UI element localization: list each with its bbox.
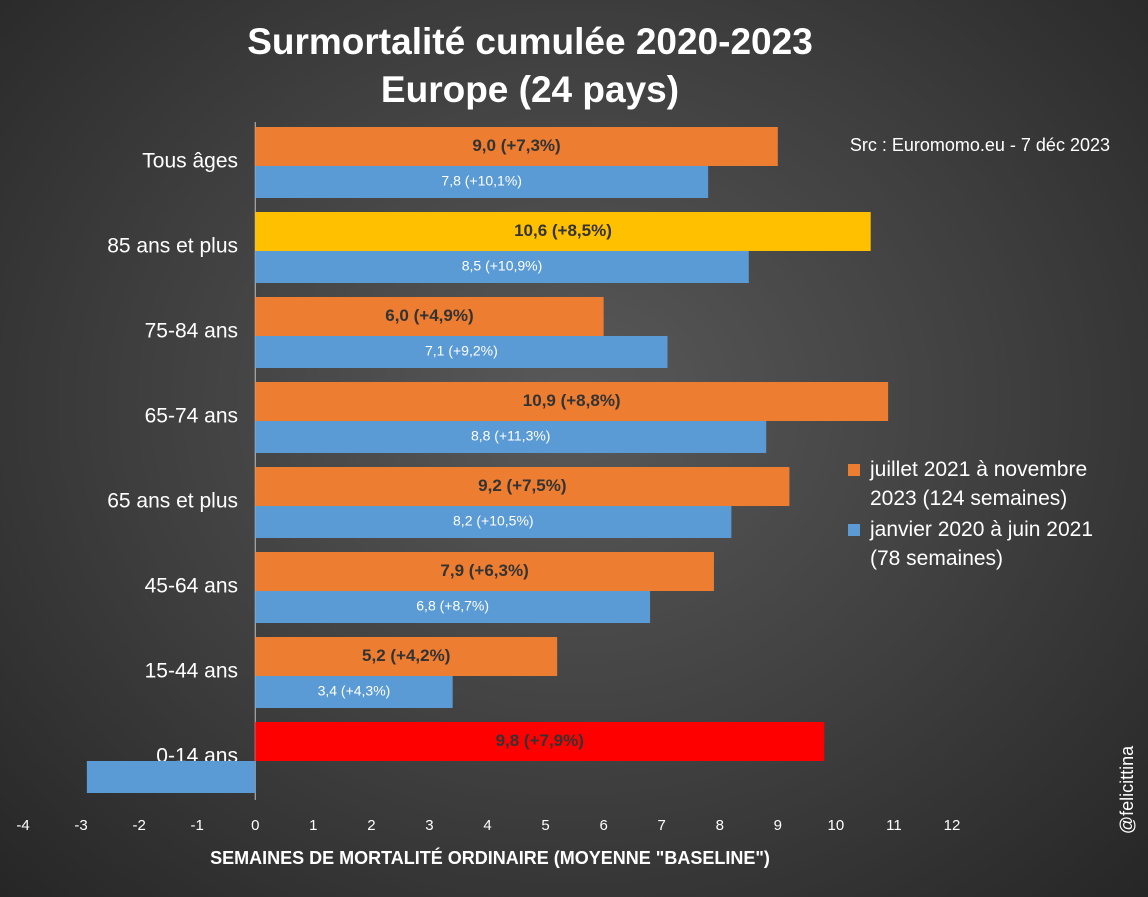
x-tick-label: 10 [828, 817, 845, 834]
value-label: 6,8 (+8,7%) [416, 598, 489, 614]
y-tick-label: 15-44 ans [145, 660, 238, 683]
bar [255, 467, 790, 506]
legend: juillet 2021 à novembre 2023 (124 semain… [848, 455, 1118, 575]
bar [255, 336, 668, 368]
value-label: 8,8 (+11,3%) [471, 428, 551, 444]
legend-label: janvier 2020 à juin 2021 (78 semaines) [870, 518, 1094, 570]
bar [255, 591, 651, 623]
value-label: 10,9 (+8,8%) [523, 391, 621, 410]
bar [255, 421, 767, 453]
value-label: 7,1 (+9,2%) [425, 343, 498, 359]
value-label: 10,6 (+8,5%) [514, 221, 612, 240]
bar [255, 212, 871, 251]
value-label: 9,8 (+7,9%) [496, 731, 584, 750]
x-tick-label: 3 [425, 817, 433, 834]
bar [255, 676, 453, 708]
value-label: 5,2 (+4,2%) [362, 646, 450, 665]
x-tick-label: 0 [251, 817, 259, 834]
x-tick-label: 8 [716, 817, 724, 834]
x-tick-label: 2 [367, 817, 375, 834]
x-tick-label: 12 [944, 817, 961, 834]
x-tick-label: 9 [774, 817, 782, 834]
y-tick-label: Tous âges [142, 150, 238, 173]
bar [255, 297, 604, 336]
x-tick-label: -2 [132, 817, 145, 834]
y-tick-label: 75-84 ans [145, 320, 238, 343]
chart-title: Europe (24 pays) [381, 69, 679, 110]
x-tick-label: 1 [309, 817, 317, 834]
value-label: 3,4 (+4,3%) [318, 683, 391, 699]
y-tick-label: 85 ans et plus [107, 235, 238, 258]
legend-label: juillet 2021 à novembre 2023 (124 semain… [870, 458, 1088, 510]
x-tick-label: -1 [191, 817, 204, 834]
bar [255, 127, 778, 166]
value-label: 7,8 (+10,1%) [441, 173, 522, 189]
chart-title: Surmortalité cumulée 2020-2023 [247, 21, 813, 62]
x-tick-label: 6 [599, 817, 607, 834]
bar [255, 166, 709, 198]
x-tick-label: 11 [886, 817, 902, 834]
value-label: 6,0 (+4,9%) [385, 306, 473, 325]
bar [255, 637, 558, 676]
value-label: 9,2 (+7,5%) [478, 476, 566, 495]
legend-item: juillet 2021 à novembre 2023 (124 semain… [848, 455, 1118, 513]
y-tick-label: 45-64 ans [145, 575, 238, 598]
legend-swatch [848, 524, 860, 536]
bar [255, 251, 749, 283]
bar [255, 506, 732, 538]
x-axis-label: SEMAINES DE MORTALITÉ ORDINAIRE (MOYENNE… [210, 847, 770, 868]
legend-item: janvier 2020 à juin 2021 (78 semaines) [848, 515, 1118, 573]
y-tick-label: 65 ans et plus [107, 490, 238, 513]
bar [86, 761, 256, 793]
bar [255, 552, 714, 591]
value-label: 7,9 (+6,3%) [440, 561, 528, 580]
y-tick-label: 65-74 ans [145, 405, 238, 428]
value-label: 9,0 (+7,3%) [472, 136, 560, 155]
legend-swatch [848, 464, 860, 476]
bar [255, 722, 825, 761]
x-tick-label: 4 [483, 817, 491, 834]
source: Src : Euromomo.eu - 7 déc 2023 [850, 135, 1110, 155]
x-tick-label: 7 [658, 817, 666, 834]
bar [255, 382, 889, 421]
value-label: 8,2 (+10,5%) [453, 513, 534, 529]
x-tick-label: -3 [74, 817, 87, 834]
x-tick-label: 5 [541, 817, 549, 834]
value-label: 8,5 (+10,9%) [462, 258, 543, 274]
credit: @felicittina [1117, 745, 1137, 834]
x-tick-label: -4 [16, 817, 29, 834]
